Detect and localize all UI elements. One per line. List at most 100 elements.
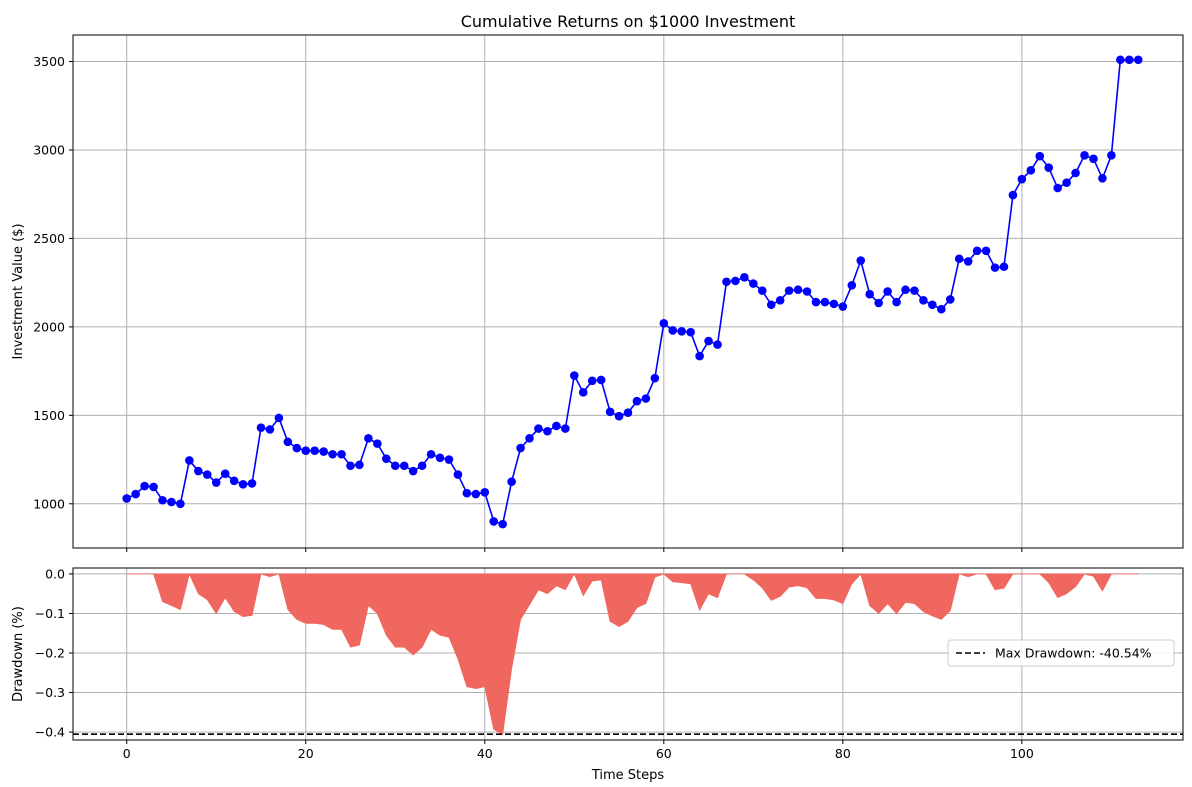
data-point-marker	[784, 286, 794, 295]
data-point-marker	[426, 449, 436, 459]
data-point-marker	[641, 394, 651, 403]
y-tick-label: 3000	[33, 142, 65, 157]
data-point-marker	[140, 481, 149, 491]
y-tick-label: 0.0	[45, 566, 65, 581]
data-point-marker	[892, 297, 901, 307]
data-point-marker	[596, 375, 606, 385]
data-point-marker	[498, 519, 507, 529]
data-point-marker	[202, 470, 212, 479]
data-point-marker	[722, 277, 731, 287]
x-tick-label: 100	[1010, 746, 1034, 761]
data-point-marker	[578, 388, 588, 397]
data-point-marker	[1035, 151, 1045, 161]
data-point-marker	[910, 286, 919, 295]
data-point-marker	[981, 246, 991, 256]
data-point-marker	[158, 495, 167, 505]
y-tick-label: −0.2	[35, 646, 65, 661]
y-tick-label: 2500	[33, 231, 65, 246]
data-point-marker	[292, 443, 302, 453]
data-point-marker	[1124, 55, 1134, 65]
data-point-marker	[963, 257, 973, 266]
data-point-marker	[883, 287, 892, 296]
data-point-marker	[793, 285, 803, 295]
data-point-marker	[149, 482, 158, 492]
data-point-marker	[686, 327, 695, 337]
data-point-marker	[829, 299, 839, 309]
legend-box	[947, 639, 1175, 667]
data-point-marker	[990, 263, 1000, 272]
data-point-marker	[220, 469, 230, 479]
data-point-marker	[122, 494, 132, 503]
data-point-marker	[820, 297, 830, 307]
axes-frame	[72, 567, 1184, 741]
drawdown-area	[126, 572, 1139, 735]
data-point-marker	[623, 408, 633, 417]
data-point-marker	[713, 340, 722, 349]
data-point-marker	[435, 453, 445, 463]
data-point-marker	[1133, 55, 1143, 65]
data-point-marker	[731, 276, 740, 286]
data-point-marker	[856, 256, 866, 265]
data-point-marker	[874, 298, 883, 308]
data-point-marker	[677, 327, 687, 336]
data-point-marker	[507, 477, 516, 486]
data-point-marker	[328, 449, 337, 459]
data-point-marker	[945, 295, 955, 304]
data-point-marker	[919, 296, 928, 305]
x-tick-label: 80	[835, 746, 851, 761]
data-point-marker	[1053, 183, 1062, 193]
x-axis-label: Time Steps	[591, 768, 665, 783]
y-tick-label: −0.3	[35, 685, 65, 700]
data-point-marker	[337, 449, 346, 459]
data-point-marker	[1062, 178, 1071, 188]
x-tick-label: 0	[123, 746, 131, 761]
data-point-marker	[238, 480, 248, 489]
data-point-marker	[319, 447, 328, 456]
data-point-marker	[373, 439, 382, 448]
data-point-marker	[749, 279, 758, 288]
data-point-marker	[399, 461, 409, 471]
data-point-marker	[847, 281, 857, 290]
data-point-marker	[543, 426, 552, 436]
y-tick-label: −0.4	[35, 725, 65, 740]
data-point-marker	[185, 456, 194, 465]
data-point-marker	[274, 413, 284, 423]
data-point-marker	[1107, 150, 1116, 160]
data-point-marker	[382, 454, 391, 463]
data-point-marker	[561, 424, 570, 433]
data-point-marker	[1116, 55, 1125, 65]
data-point-marker	[1008, 190, 1018, 200]
data-point-marker	[417, 461, 427, 471]
data-point-marker	[176, 499, 185, 509]
data-point-marker	[525, 434, 534, 443]
y-tick-label: −0.1	[35, 606, 65, 621]
data-point-marker	[1071, 168, 1080, 178]
data-point-marker	[552, 421, 561, 431]
data-point-marker	[650, 373, 660, 383]
data-point-marker	[865, 289, 874, 299]
y-axis-label: Drawdown (%)	[11, 606, 26, 702]
data-point-marker	[766, 300, 776, 310]
data-point-marker	[346, 461, 355, 471]
data-point-marker	[954, 254, 964, 264]
data-point-marker	[453, 470, 463, 479]
legend: Max Drawdown: -40.54%	[947, 639, 1175, 667]
data-point-marker	[811, 297, 821, 307]
data-point-marker	[194, 466, 203, 476]
y-tick-label: 2000	[33, 319, 65, 334]
data-point-marker	[489, 517, 499, 526]
data-point-marker	[587, 376, 597, 386]
data-point-marker	[247, 479, 257, 488]
data-point-marker	[471, 489, 481, 499]
data-point-marker	[480, 487, 490, 497]
x-tick-label: 40	[477, 746, 493, 761]
data-point-marker	[1080, 150, 1089, 160]
y-tick-label: 1000	[33, 496, 65, 511]
data-point-marker	[901, 285, 910, 295]
data-point-marker	[534, 424, 543, 433]
data-point-marker	[1044, 163, 1054, 172]
x-tick-label: 20	[298, 746, 314, 761]
data-point-marker	[229, 476, 239, 486]
data-point-marker	[695, 351, 704, 361]
data-point-marker	[802, 287, 812, 296]
